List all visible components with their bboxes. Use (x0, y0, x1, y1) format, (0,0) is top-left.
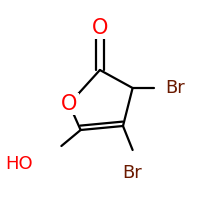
Text: O: O (61, 94, 77, 114)
Text: HO: HO (5, 155, 33, 173)
Text: Br: Br (123, 164, 142, 182)
Text: O: O (92, 18, 108, 38)
Text: Br: Br (165, 79, 185, 97)
